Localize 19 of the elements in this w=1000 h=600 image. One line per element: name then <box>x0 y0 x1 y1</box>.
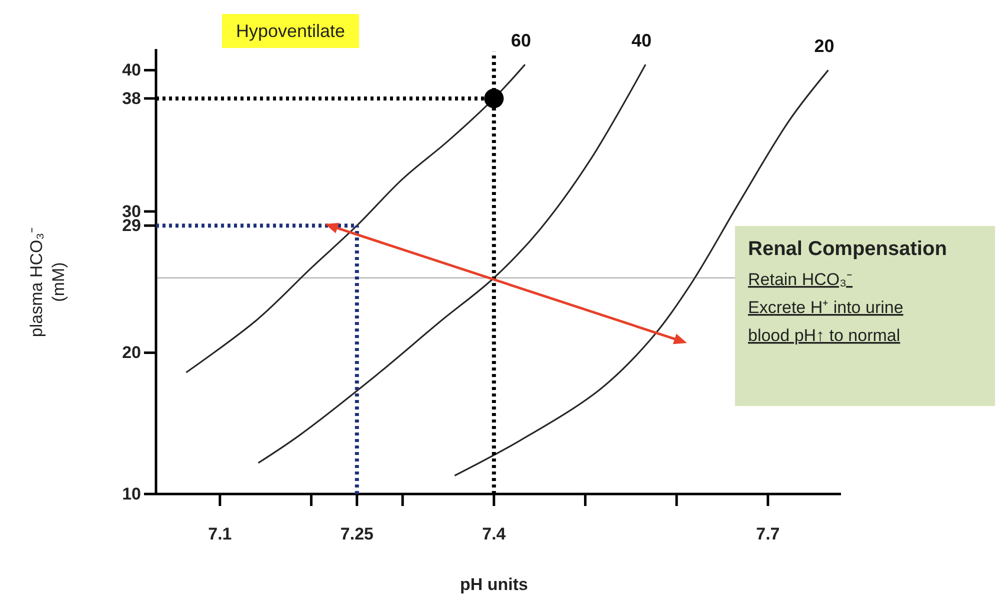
annotation: blood pH↑ to normal <box>748 326 900 345</box>
x-axis-title: pH units <box>460 575 528 594</box>
annotation: Retain HCO₃⁻ <box>748 270 853 289</box>
series-label: 20 <box>814 36 834 56</box>
y-axis-title: plasma HCO₃⁻ (mM) <box>27 226 68 338</box>
y-tick-label: 10 <box>122 484 141 504</box>
y-tick-label: 20 <box>122 343 141 362</box>
series-label: 60 <box>510 30 531 51</box>
x-tick-label: 7.1 <box>208 524 232 544</box>
y-tick-label: 38 <box>122 88 141 108</box>
annotation: Excrete H⁺ into urine <box>748 298 904 317</box>
x-tick-label: 7.7 <box>756 524 780 544</box>
x-tick-label: 7.4 <box>482 524 506 544</box>
x-tick-label: 7.25 <box>340 524 374 544</box>
annotation: Renal Compensation <box>748 238 947 260</box>
note-box: Hypoventilate <box>222 14 360 48</box>
y-tick-label: 29 <box>122 216 141 236</box>
y-tick-label: 40 <box>122 60 141 80</box>
series-label: 40 <box>632 30 652 51</box>
